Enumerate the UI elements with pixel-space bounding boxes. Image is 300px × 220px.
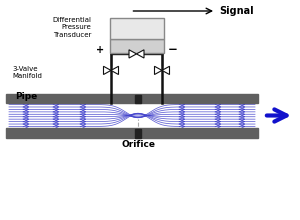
Text: Differential
Pressure
Transducer: Differential Pressure Transducer <box>52 16 92 37</box>
Polygon shape <box>111 66 118 75</box>
Text: Signal: Signal <box>219 6 254 16</box>
Text: Orifice: Orifice <box>121 140 155 149</box>
Polygon shape <box>103 66 111 75</box>
Text: −: − <box>168 43 177 56</box>
Bar <box>110 18 164 38</box>
Bar <box>135 95 141 103</box>
Polygon shape <box>154 66 162 75</box>
Polygon shape <box>136 50 144 58</box>
Bar <box>135 129 141 138</box>
Bar <box>6 94 258 103</box>
Bar <box>110 38 164 53</box>
Text: Pipe: Pipe <box>15 92 37 101</box>
Text: 3-Valve
Manifold: 3-Valve Manifold <box>12 66 42 79</box>
Polygon shape <box>162 66 169 75</box>
Polygon shape <box>129 50 136 58</box>
Bar <box>6 128 258 138</box>
Text: +: + <box>96 44 105 55</box>
